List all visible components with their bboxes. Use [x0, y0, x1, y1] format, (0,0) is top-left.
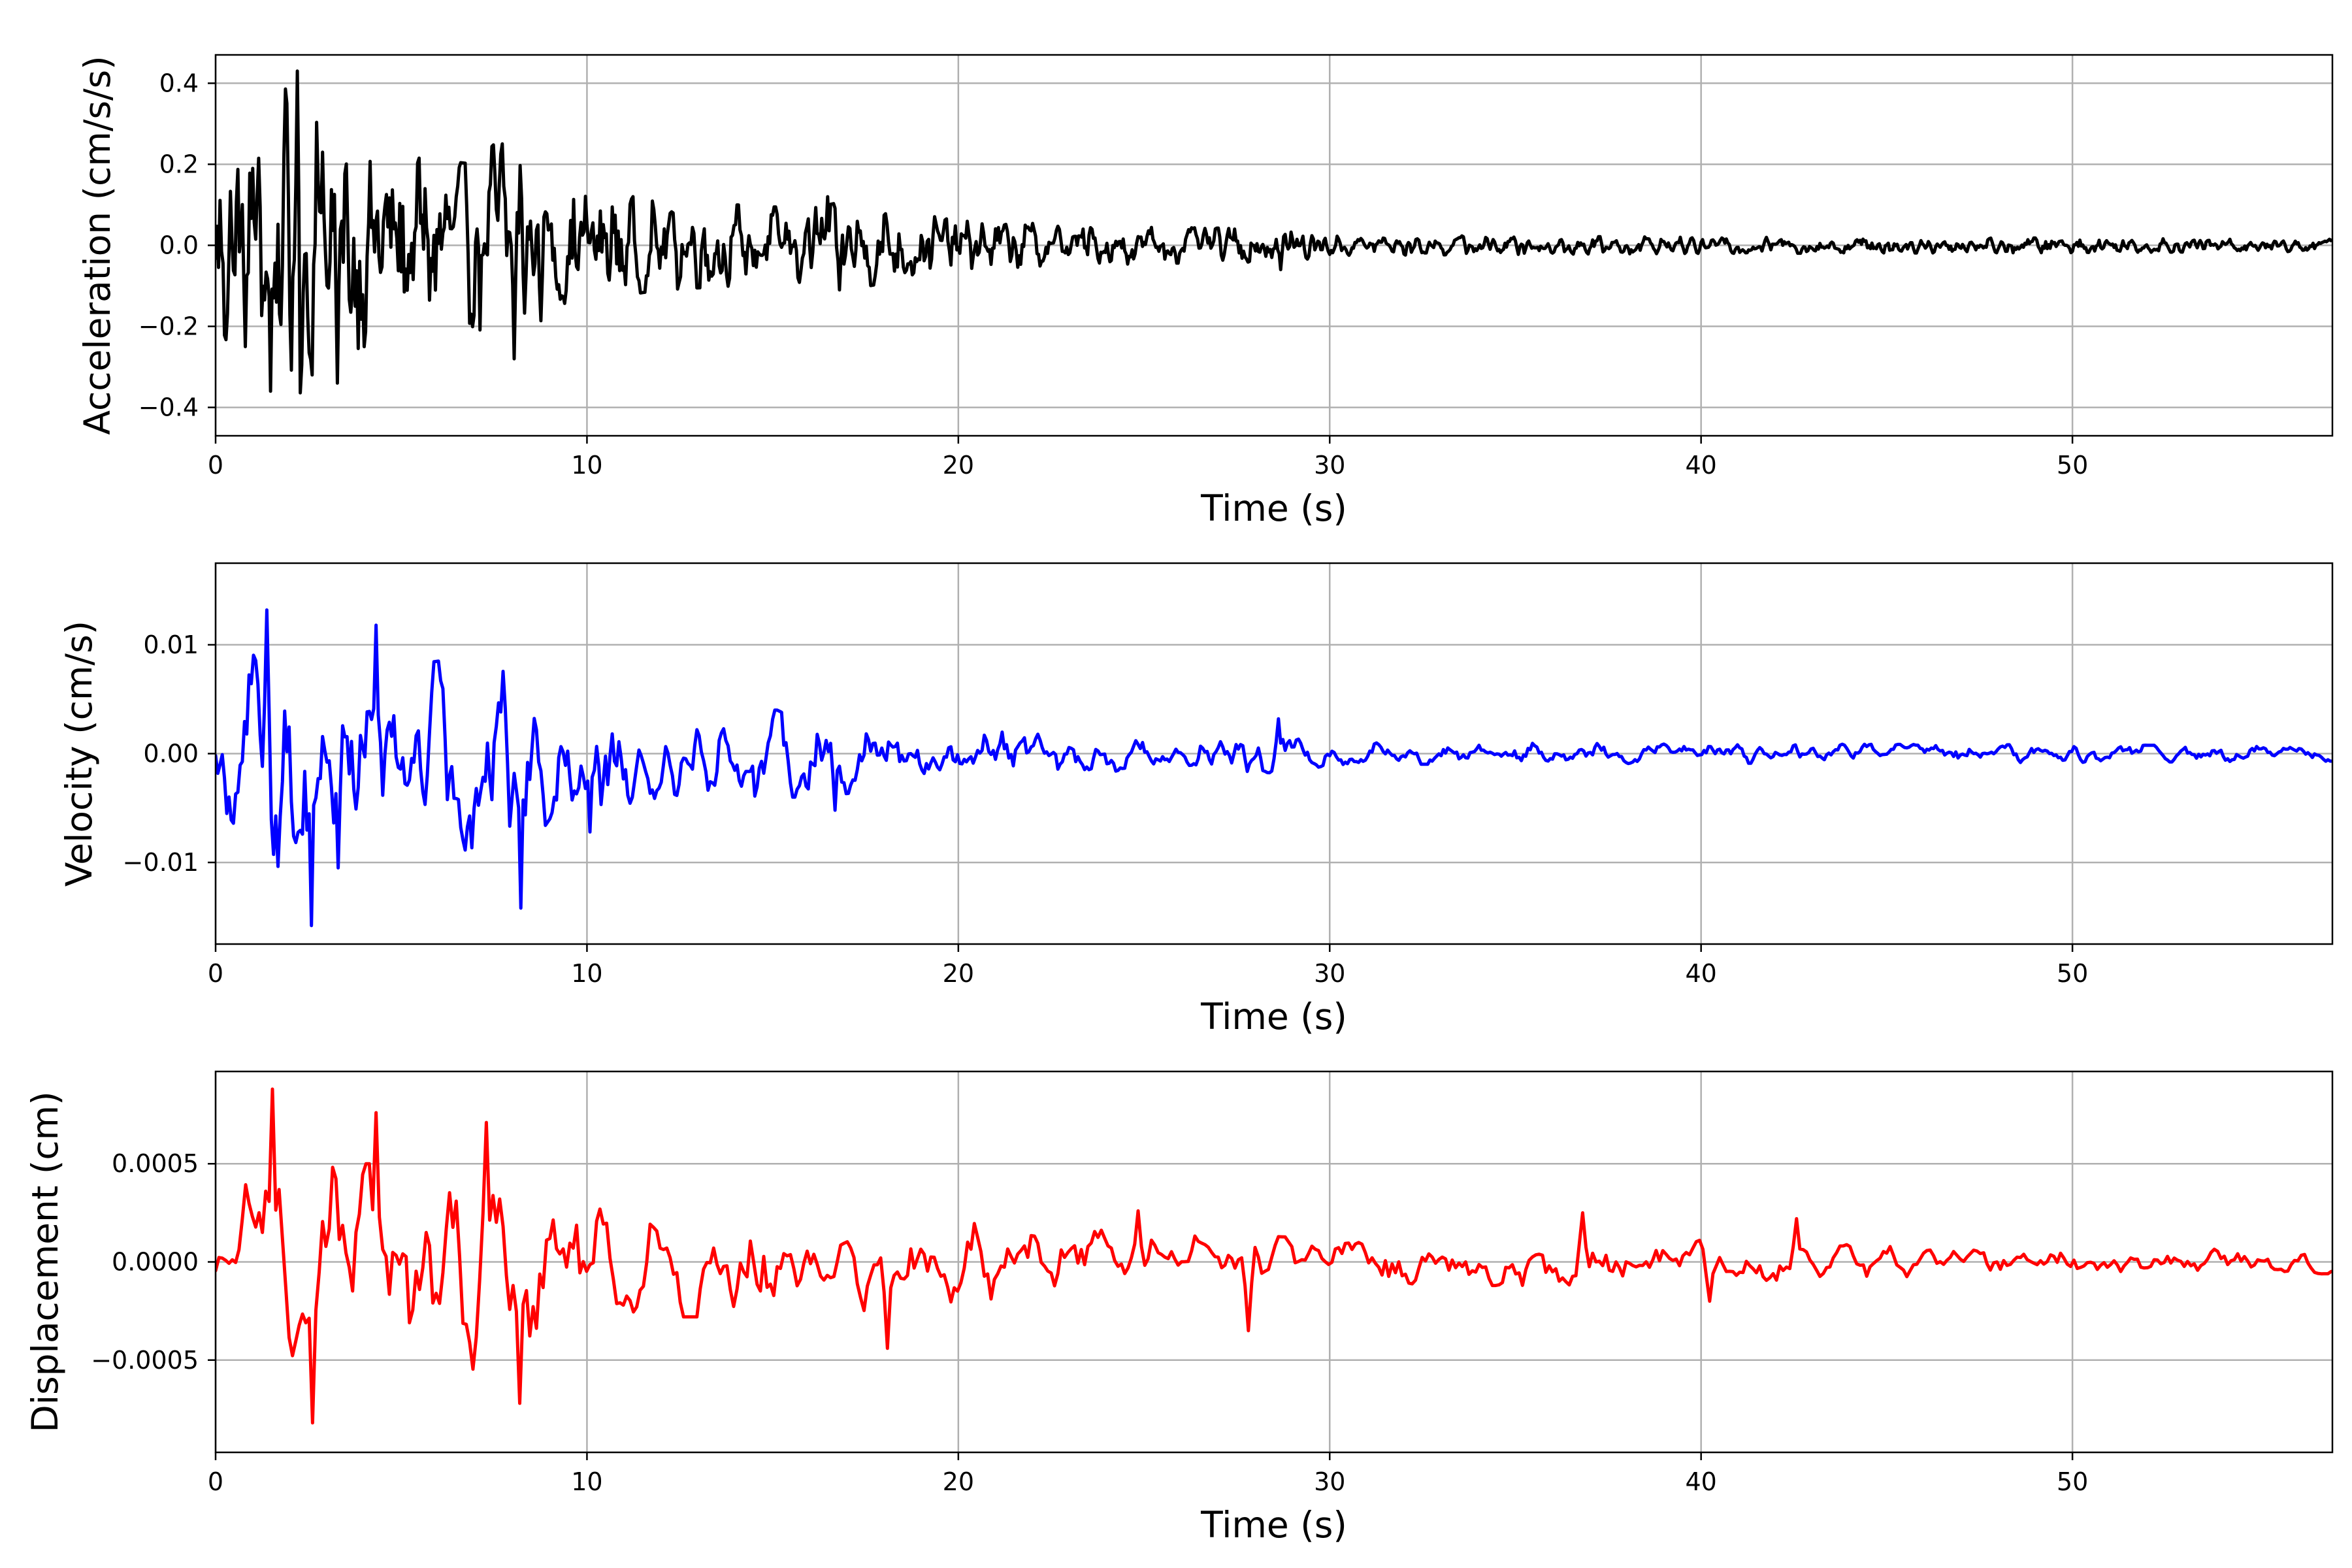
x-tick-label: 10: [571, 451, 602, 480]
y-tick-label: −0.4: [139, 393, 199, 422]
y-tick-label: −0.0005: [91, 1346, 199, 1375]
y-tick-label: 0.0: [159, 231, 199, 260]
y-tick-label: 0.00: [143, 740, 199, 768]
displacement-series-line: [216, 1087, 2332, 1425]
acceleration-panel: 0 10 20 30 40 50 0.4 0.2 0.0 −0.2 −0.4 Time (s) Acce…: [76, 54, 2334, 529]
y-tick-label: −0.2: [139, 312, 199, 341]
displacement-panel: 0 10 20 30 40 50 0.0005 0.0000 −0.0005 Time (s) Di…: [24, 1070, 2334, 1546]
y-tick-label: 0.0005: [112, 1149, 199, 1178]
y-axis-label: Acceleration (cm/s/s): [76, 56, 118, 434]
y-axis-label: Velocity (cm/s): [58, 621, 100, 887]
x-axis-label: Time (s): [1200, 487, 1347, 529]
y-tick-label: 0.4: [159, 69, 199, 97]
x-tick-label: 40: [1686, 959, 1717, 988]
x-tick-label: 0: [208, 451, 223, 480]
x-tick-label: 40: [1686, 1467, 1717, 1496]
y-tick-label: 0.0000: [112, 1248, 199, 1277]
y-tick-label: 0.01: [143, 630, 199, 659]
x-tick-label: 30: [1314, 1467, 1345, 1496]
x-tick-label: 0: [208, 959, 223, 988]
x-tick-label: 20: [943, 1467, 974, 1496]
x-tick-label: 0: [208, 1467, 223, 1496]
y-tick-label: −0.01: [123, 848, 199, 877]
y-tick-label: 0.2: [159, 150, 199, 178]
x-tick-label: 30: [1314, 451, 1345, 480]
x-tick-label: 20: [943, 451, 974, 480]
x-tick-label: 10: [571, 959, 602, 988]
y-axis-label: Displacement (cm): [24, 1091, 66, 1432]
velocity-panel: 0 10 20 30 40 50 0.01 0.00 −0.01 Time (s) Velocity…: [58, 562, 2334, 1037]
x-axis-label: Time (s): [1200, 1504, 1347, 1546]
x-axis-label: Time (s): [1200, 996, 1347, 1037]
acceleration-series-line: [216, 69, 2332, 395]
x-tick-label: 30: [1314, 959, 1345, 988]
x-tick-label: 50: [2057, 451, 2088, 480]
x-tick-label: 40: [1686, 451, 1717, 480]
velocity-series-line: [216, 608, 2332, 928]
x-tick-label: 50: [2057, 959, 2088, 988]
x-tick-label: 50: [2057, 1467, 2088, 1496]
x-tick-label: 10: [571, 1467, 602, 1496]
x-tick-label: 20: [943, 959, 974, 988]
